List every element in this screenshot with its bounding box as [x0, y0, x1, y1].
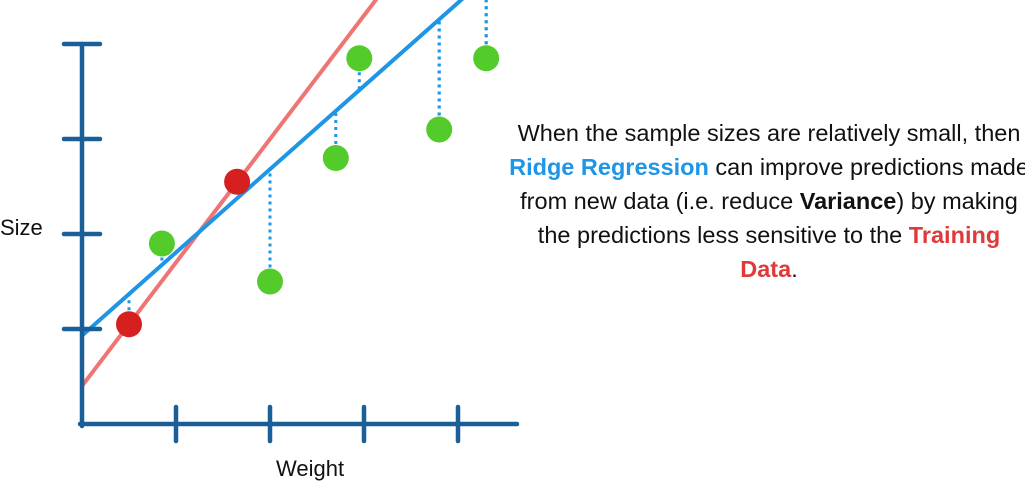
- new-data-point-6: [473, 45, 500, 72]
- new-data-point-1: [148, 230, 175, 257]
- least-squares-line: [80, 0, 379, 388]
- training-data-point-2: [224, 168, 251, 195]
- x-axis-label: Weight: [276, 456, 345, 481]
- caption-text-2: can improve predictions made from new da…: [520, 154, 1025, 214]
- new-data-point-2: [257, 268, 283, 295]
- variance-term: Variance: [799, 188, 897, 214]
- y-axis-label: Size: [0, 215, 43, 240]
- training-data-term: Training Data: [740, 222, 1001, 282]
- regression-lines-layer: [80, 0, 465, 388]
- new-data-point-4: [346, 45, 373, 72]
- training-data-point-1: [116, 311, 142, 338]
- new-data-point-3: [322, 145, 349, 171]
- residuals-layer: [127, 0, 488, 325]
- ridge-regression-term: Ridge Regression: [509, 154, 709, 180]
- caption-text-4: .: [791, 256, 798, 282]
- caption-text-1: When the sample sizes are relatively sma…: [517, 120, 1021, 146]
- explanation-text: When the sample sizes are relatively sma…: [508, 116, 1025, 286]
- axes-layer: [61, 41, 520, 444]
- points-layer: [116, 45, 500, 338]
- new-data-point-5: [426, 116, 453, 143]
- caption-text-3: ) by making the predictions less sensiti…: [537, 188, 1018, 248]
- ridge-regression-line: [80, 0, 465, 338]
